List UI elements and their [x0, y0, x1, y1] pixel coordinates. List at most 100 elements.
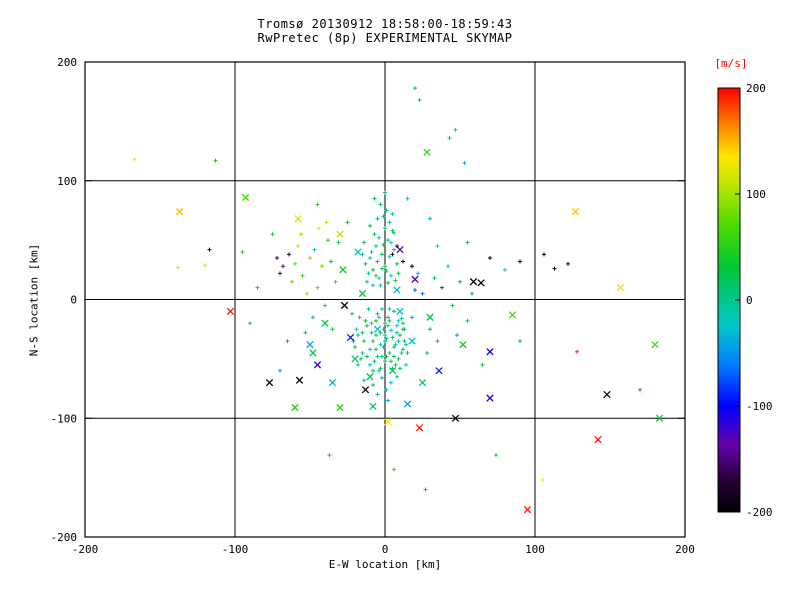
scatter-point: [470, 291, 474, 296]
scatter-point: [566, 261, 570, 266]
scatter-point: [383, 333, 387, 338]
scatter-point: [392, 309, 396, 314]
scatter-point: [390, 212, 395, 216]
scatter-point: [417, 98, 422, 102]
scatter-point: [366, 307, 371, 311]
scatter-point: [369, 250, 374, 254]
scatter-point: [293, 261, 297, 266]
scatter-point: [285, 339, 290, 344]
scatter-point: [345, 220, 350, 225]
scatter-point: [396, 271, 401, 276]
scatter-point: [295, 376, 304, 384]
x-tick-label: 200: [675, 543, 695, 556]
scatter-point: [383, 359, 387, 364]
scatter-point: [203, 263, 207, 268]
scatter-point: [336, 230, 344, 238]
scatter-point: [346, 333, 355, 342]
scatter-point: [540, 478, 545, 482]
scatter-point: [309, 349, 317, 357]
scatter-point: [390, 335, 395, 340]
y-tick-label: 0: [70, 294, 77, 307]
scatter-point: [296, 244, 300, 249]
scatter-point: [323, 303, 327, 308]
scatter-point: [393, 286, 401, 294]
scatter-point: [350, 311, 354, 316]
scatter-point: [326, 238, 330, 243]
scatter-point: [369, 330, 374, 335]
scatter-point: [403, 400, 412, 408]
scatter-point: [374, 318, 378, 323]
scatter-point: [375, 354, 380, 359]
scatter-point: [571, 207, 580, 216]
scatter-point: [336, 240, 341, 245]
scatter-point: [518, 339, 522, 344]
scatter-point: [455, 333, 459, 338]
scatter-point: [523, 506, 532, 514]
scatter-point: [374, 347, 378, 352]
scatter-point: [396, 307, 404, 316]
scatter-point: [278, 368, 282, 373]
scatter-point: [450, 303, 455, 308]
scatter-point: [365, 279, 369, 284]
scatter-point: [575, 349, 579, 354]
scatter-point: [362, 378, 366, 383]
x-tick-label: 0: [382, 543, 389, 556]
scatter-point: [386, 280, 390, 285]
scatter-point: [420, 291, 425, 296]
scatter-point: [359, 356, 363, 361]
scatter-point: [392, 467, 396, 472]
scatter-point: [390, 366, 395, 371]
scatter-point: [378, 283, 383, 288]
x-tick-label: -200: [72, 543, 99, 556]
scatter-point: [616, 283, 625, 292]
scatter-point: [488, 255, 492, 260]
scatter-point: [356, 333, 360, 338]
scatter-point: [390, 228, 395, 233]
scatter-point: [594, 435, 602, 444]
scatter-point: [426, 313, 434, 321]
colorbar-tick-label: -200: [746, 506, 773, 519]
scatter-point: [362, 240, 366, 245]
scatter-point: [389, 380, 393, 385]
scatter-point: [308, 255, 312, 260]
x-axis-label: E-W location [km]: [328, 558, 442, 571]
scatter-point: [387, 220, 392, 225]
scatter-point: [315, 285, 320, 290]
scatter-point: [132, 157, 137, 162]
scatter-point: [351, 355, 359, 363]
scatter-point: [651, 340, 659, 349]
scatter-point: [404, 342, 408, 347]
y-tick-label: 100: [57, 175, 77, 188]
scatter-point: [226, 307, 235, 316]
scatter-point: [393, 278, 398, 283]
scatter-point: [363, 261, 368, 266]
scatter-point: [392, 354, 396, 359]
scatter-point: [395, 323, 399, 328]
scatter-point: [354, 327, 359, 332]
colorbar-tick-label: 0: [746, 294, 753, 307]
scatter-point: [387, 254, 392, 259]
scatter-point: [381, 327, 386, 332]
scatter-point: [418, 378, 427, 387]
scatter-point: [435, 339, 440, 344]
scatter-point: [401, 327, 405, 332]
scatter-point: [374, 244, 378, 249]
scatter-point: [386, 398, 390, 403]
scatter-point: [389, 273, 393, 278]
scatter-point: [451, 414, 460, 422]
scatter-point: [373, 325, 382, 333]
scatter-point: [375, 311, 380, 316]
scatter-point: [435, 367, 443, 375]
scatter-point: [387, 318, 392, 323]
scatter-point: [207, 247, 212, 252]
scatter-point: [321, 319, 329, 327]
scatter-point: [428, 327, 432, 332]
scatter-point: [353, 345, 357, 349]
scatter-point: [354, 248, 362, 256]
colorbar-unit-label: [m/s]: [714, 57, 748, 70]
scatter-point: [329, 259, 333, 264]
scatter-point: [392, 345, 396, 349]
scatter-point: [389, 359, 393, 364]
